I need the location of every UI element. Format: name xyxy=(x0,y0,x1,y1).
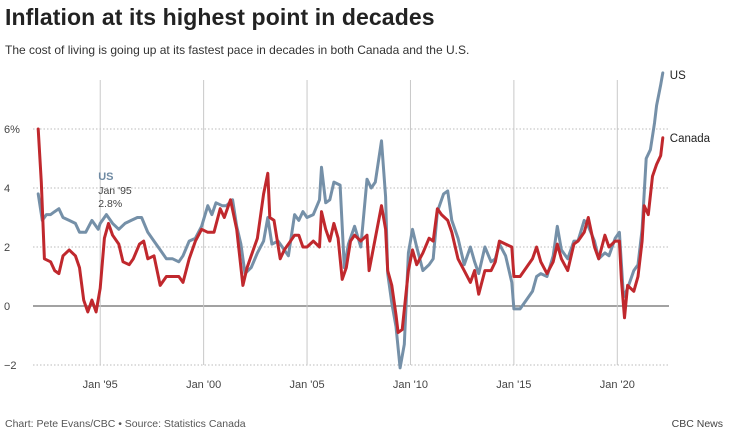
x-tick-label: Jan '15 xyxy=(496,379,531,391)
y-tick-label: 0 xyxy=(4,301,10,313)
x-tick-label: Jan '95 xyxy=(83,379,118,391)
annotation-value: 2.8% xyxy=(98,198,122,210)
series-line-us xyxy=(36,71,665,370)
publisher-brand: CBC News xyxy=(671,418,723,430)
x-tick-label: Jan '05 xyxy=(289,379,324,391)
x-tick-label: Jan '10 xyxy=(393,379,428,391)
y-tick-label: −2 xyxy=(4,360,17,372)
y-tick-label: 6% xyxy=(4,124,20,136)
annotation-date: Jan '95 xyxy=(98,185,132,197)
x-tick-label: Jan '00 xyxy=(186,379,221,391)
y-tick-label: 2 xyxy=(4,242,10,254)
chart-source-credit: Chart: Pete Evans/CBC • Source: Statisti… xyxy=(5,418,246,430)
series-line-canada xyxy=(36,127,665,335)
series-label-us: US xyxy=(670,70,686,82)
x-tick-label: Jan '20 xyxy=(600,379,635,391)
series-label-canada: Canada xyxy=(670,133,711,145)
chart-subtitle: The cost of living is going up at its fa… xyxy=(5,43,470,57)
y-tick-label: 4 xyxy=(4,183,10,195)
chart-title: Inflation at its highest point in decade… xyxy=(5,4,435,30)
annotation-series-name: US xyxy=(98,171,113,183)
